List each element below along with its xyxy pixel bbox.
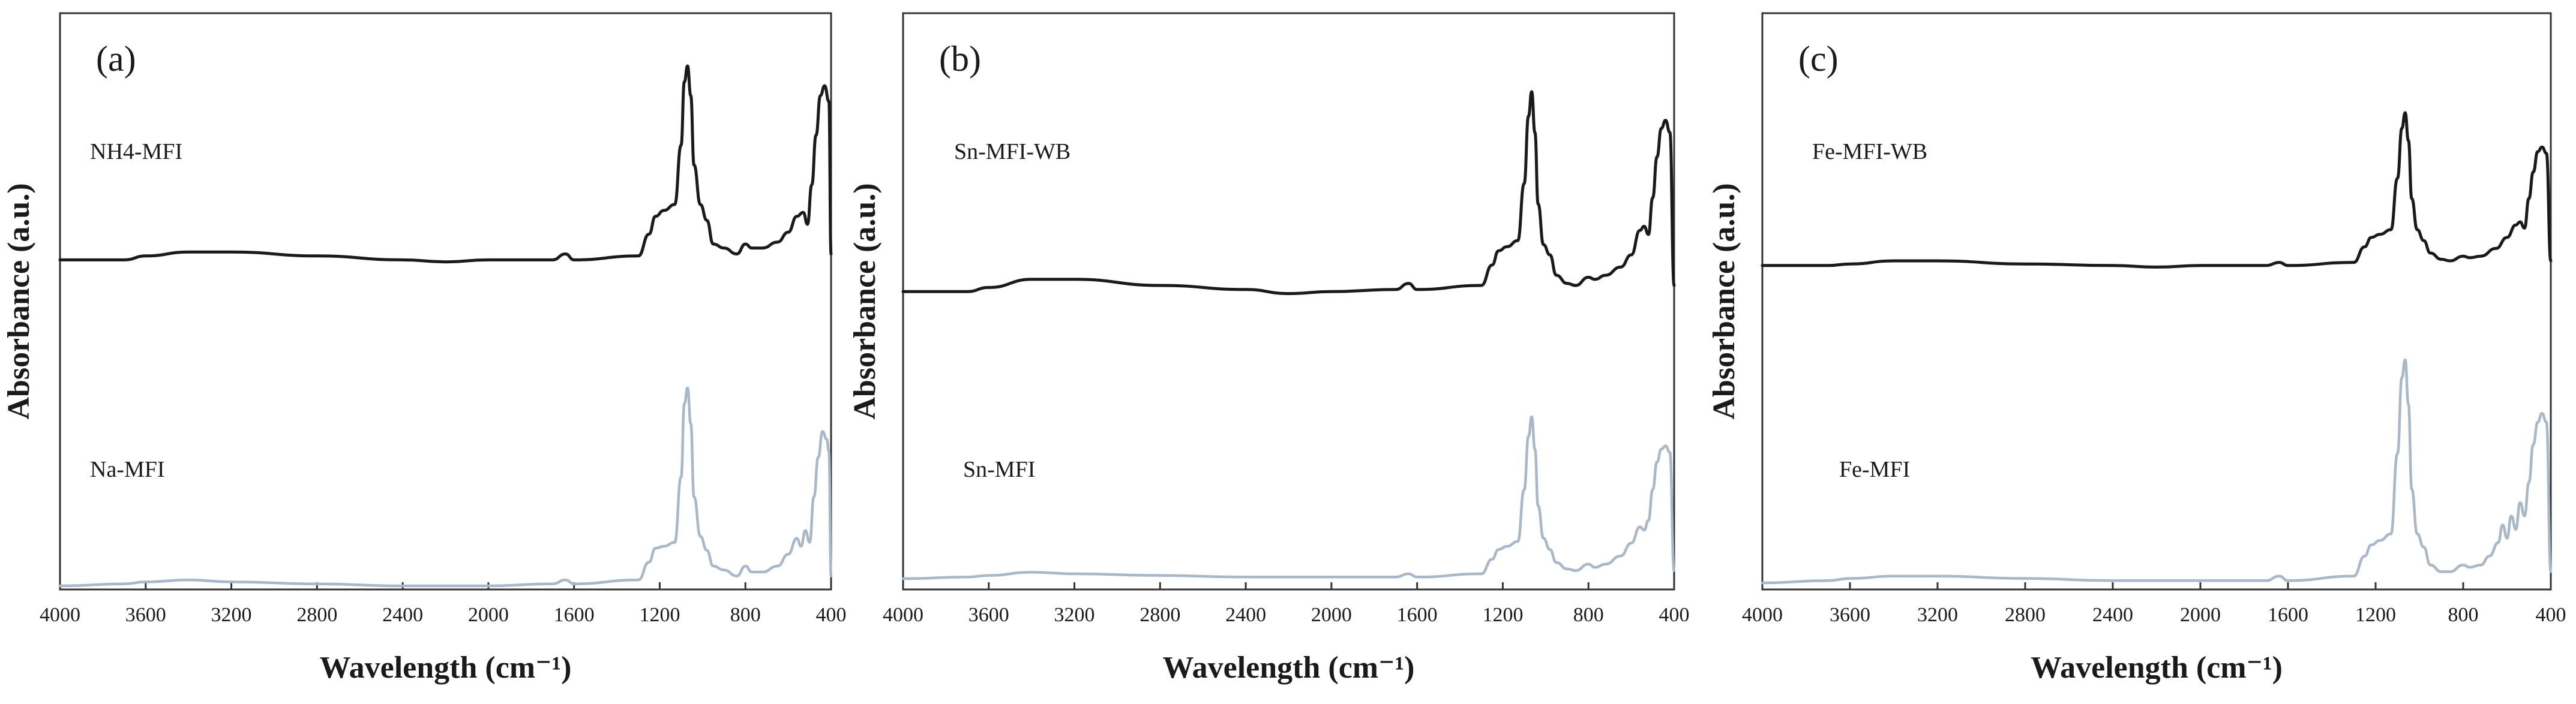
x-tick-label: 800 — [2448, 604, 2479, 626]
plot-frame — [1761, 12, 2552, 591]
y-axis-title: Absorbance (a.u.) — [2, 183, 36, 419]
x-tick-label: 3200 — [211, 604, 252, 626]
series-label: NH4-MFI — [90, 139, 182, 164]
x-tick-label: 2400 — [1225, 604, 1266, 626]
x-tick-label: 1200 — [1482, 604, 1523, 626]
x-tick-label: 400 — [2536, 604, 2566, 626]
panel-label: (a) — [96, 39, 136, 79]
panel-label: (b) — [939, 39, 981, 79]
x-tick-label: 800 — [1573, 604, 1604, 626]
series-label: Sn-MFI — [963, 457, 1035, 482]
series-label: Sn-MFI-WB — [954, 139, 1070, 164]
series-line-nh4-mfi — [58, 64, 833, 264]
x-tick-label: 4000 — [40, 604, 80, 626]
panel-3: (c) 4000 3600 3200 2800 2400 2000 1600 1200 800 40… — [1707, 12, 2566, 685]
y-axis-title: Absorbance (a.u.) — [848, 183, 882, 419]
series-line-na-mfi — [58, 386, 833, 588]
y-axis-title: Absorbance (a.u.) — [1707, 183, 1741, 419]
x-tick-label: 3200 — [1917, 604, 1958, 626]
series-line-fe-mfi-wb — [1761, 111, 2553, 269]
x-tick-label: 400 — [816, 604, 847, 626]
x-tick-label: 4000 — [883, 604, 923, 626]
x-tick-label: 3600 — [1830, 604, 1870, 626]
x-tick-label: 3600 — [968, 604, 1009, 626]
x-tick-label: 2000 — [1311, 604, 1352, 626]
x-tick-label: 1600 — [2268, 604, 2308, 626]
x-tick-label: 1200 — [639, 604, 680, 626]
plot-frame — [902, 12, 1675, 591]
x-tick-label: 2400 — [2092, 604, 2133, 626]
x-tick-label: 2000 — [2180, 604, 2221, 626]
x-tick-label: 2800 — [1139, 604, 1180, 626]
panel-label: (c) — [1798, 39, 1839, 79]
series-label: Na-MFI — [90, 457, 165, 482]
x-tick-label: 4000 — [1742, 604, 1783, 626]
x-tick-label: 1600 — [1397, 604, 1438, 626]
x-tick-label: 1200 — [2355, 604, 2396, 626]
series-line-sn-mfi — [901, 415, 1676, 580]
series-line-fe-mfi — [1761, 358, 2553, 585]
x-tick-label: 2800 — [296, 604, 337, 626]
x-tick-label: 3600 — [125, 604, 166, 626]
panel-1: (a) 4000 3600 3200 2800 2400 2000 1600 1200 800 40… — [2, 12, 847, 685]
series-line-sn-mfi-wb — [901, 90, 1676, 296]
panel-2: (b) 4000 3600 3200 2800 2400 2000 1600 1200 800 40… — [848, 12, 1690, 685]
x-tick-label: 800 — [730, 604, 761, 626]
x-axis-title: Wavelength (cm⁻¹) — [2031, 651, 2283, 685]
series-label: Fe-MFI — [1839, 457, 1910, 482]
x-tick-label: 2400 — [382, 604, 423, 626]
x-tick-label: 3200 — [1054, 604, 1095, 626]
x-tick-label: 2000 — [468, 604, 509, 626]
plot-frame — [59, 12, 832, 591]
x-tick-label: 400 — [1659, 604, 1690, 626]
x-axis-title: Wavelength (cm⁻¹) — [320, 651, 572, 685]
x-tick-label: 1600 — [554, 604, 595, 626]
x-axis-title: Wavelength (cm⁻¹) — [1163, 651, 1415, 685]
series-label: Fe-MFI-WB — [1812, 139, 1927, 164]
x-tick-label: 2800 — [2005, 604, 2046, 626]
